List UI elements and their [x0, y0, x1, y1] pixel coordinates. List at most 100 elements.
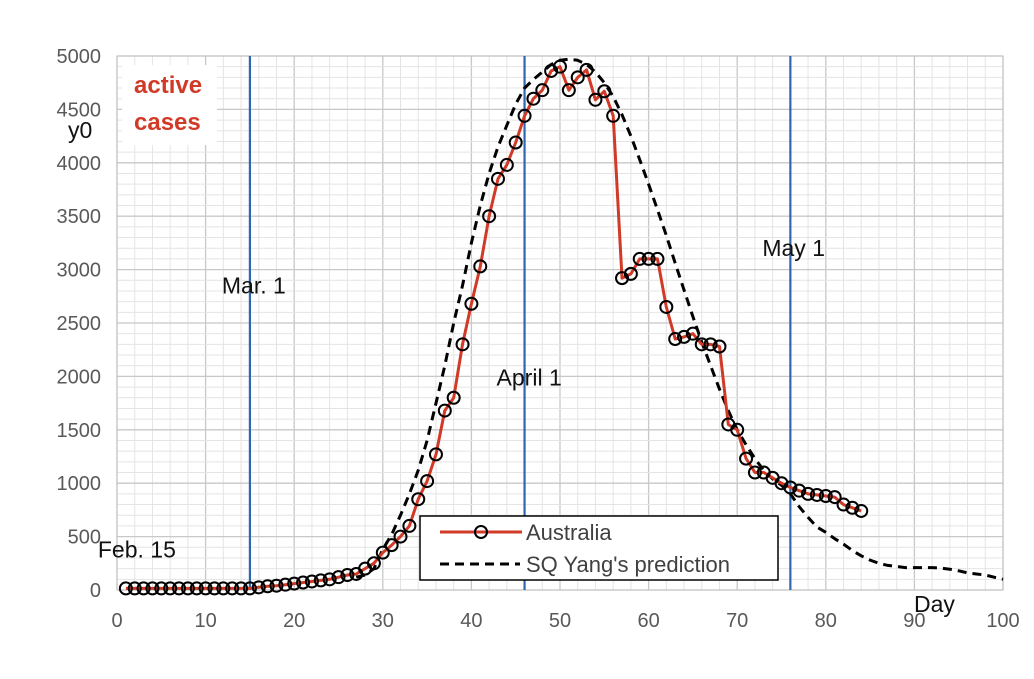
data-point-australia	[490, 171, 505, 186]
y-axis-ticks: 0 500 1000 1500 2000 2500 3000 3500 4000 4500 5000	[57, 46, 102, 602]
data-point-australia	[260, 579, 275, 594]
data-point-australia	[455, 337, 470, 352]
data-point-australia	[322, 572, 337, 587]
data-point-australia	[207, 581, 222, 596]
data-point-australia	[411, 492, 426, 507]
data-point-australia	[118, 581, 133, 596]
legend: Australia SQ Yang's prediction	[419, 515, 779, 581]
data-point-australia	[694, 337, 709, 352]
data-point-australia	[242, 581, 257, 596]
y-axis-label: y0	[68, 117, 92, 143]
x-axis-ticks: 0 10 20 30 40 50 60 70 80 90 100	[111, 610, 1019, 632]
series-line-australia	[125, 65, 862, 590]
data-point-australia	[685, 326, 700, 341]
data-point-australia	[287, 576, 302, 591]
data-point-australia	[384, 538, 399, 553]
data-point-australia	[189, 581, 204, 596]
y-tick-label: 0	[90, 580, 101, 602]
data-point-australia	[783, 480, 798, 495]
data-point-australia	[703, 337, 718, 352]
annotation-label: April 1	[497, 364, 562, 390]
data-point-australia	[553, 59, 567, 74]
data-point-australia	[508, 135, 523, 150]
x-tick-label: 20	[283, 610, 305, 632]
data-point-australia	[234, 581, 249, 596]
data-point-australia	[464, 296, 479, 311]
data-point-australia	[632, 251, 647, 266]
plot-frame	[116, 55, 1004, 591]
data-point-australia	[473, 259, 488, 274]
y-tick-label: 1500	[57, 420, 102, 442]
data-point-australia	[677, 329, 692, 344]
data-point-australia	[668, 332, 683, 347]
annotation-label: May 1	[762, 235, 825, 261]
data-point-australia	[446, 390, 461, 405]
data-point-australia	[402, 518, 417, 533]
data-point-australia	[526, 91, 541, 106]
data-point-australia	[180, 581, 195, 596]
y-tick-label: 5000	[57, 46, 102, 68]
data-point-australia	[278, 577, 293, 592]
annotation-label: Mar. 1	[222, 273, 286, 299]
y-tick-label: 3500	[57, 206, 102, 228]
data-point-australia	[198, 581, 213, 596]
data-point-australia	[269, 578, 284, 593]
data-point-australia	[845, 500, 860, 515]
data-point-australia	[854, 503, 869, 518]
x-tick-label: 40	[460, 610, 482, 632]
data-point-australia	[163, 581, 178, 596]
data-point-australia	[827, 490, 842, 505]
data-point-australia	[216, 581, 231, 596]
x-axis-label: Day	[914, 591, 955, 617]
data-point-australia	[712, 339, 727, 354]
y-tick-label: 4500	[57, 99, 102, 121]
x-tick-label: 10	[194, 610, 216, 632]
data-point-australia	[225, 581, 240, 596]
data-point-australia	[366, 556, 381, 571]
data-point-australia	[606, 108, 621, 123]
title-line-1: active	[134, 72, 202, 99]
data-point-australia	[393, 529, 408, 544]
annotation-label: Feb. 15	[98, 536, 176, 562]
data-point-australia	[535, 83, 550, 98]
legend-label-prediction: SQ Yang's prediction	[526, 552, 730, 577]
x-tick-label: 50	[549, 610, 571, 632]
x-tick-label: 80	[815, 610, 837, 632]
data-point-australia	[597, 84, 612, 99]
data-point-australia	[145, 581, 160, 596]
data-point-australia	[375, 545, 390, 560]
x-tick-label: 60	[637, 610, 659, 632]
title-line-2: cases	[134, 109, 201, 136]
data-point-australia	[579, 62, 594, 77]
data-point-australia	[251, 580, 266, 595]
data-point-australia	[818, 489, 833, 504]
data-point-australia	[437, 403, 452, 418]
data-point-australia	[747, 465, 762, 480]
data-point-australia	[517, 108, 532, 123]
data-point-australia	[836, 497, 851, 512]
data-point-australia	[313, 573, 328, 588]
data-point-australia	[588, 92, 603, 107]
y-tick-label: 1000	[57, 473, 102, 495]
series-layer	[118, 57, 1004, 596]
data-point-australia	[304, 574, 319, 589]
legend-marker-australia	[474, 525, 488, 539]
series-line-sq-yang-s-prediction	[355, 57, 1004, 581]
data-point-australia	[154, 581, 169, 596]
data-point-australia	[127, 581, 142, 596]
data-point-australia	[792, 483, 807, 498]
data-point-australia	[659, 299, 674, 314]
data-point-australia	[801, 486, 816, 501]
legend-label-australia: Australia	[526, 520, 612, 545]
x-tick-label: 30	[372, 610, 394, 632]
legend-box	[419, 515, 779, 581]
data-point-australia	[650, 251, 665, 266]
y-tick-label: 2500	[57, 313, 102, 335]
data-point-australia	[499, 157, 514, 172]
data-point-australia	[623, 266, 638, 281]
x-tick-label: 90	[903, 610, 925, 632]
data-point-australia	[809, 487, 824, 502]
data-point-australia	[428, 447, 443, 462]
y-tick-label: 3000	[57, 260, 102, 282]
data-point-australia	[641, 251, 656, 266]
